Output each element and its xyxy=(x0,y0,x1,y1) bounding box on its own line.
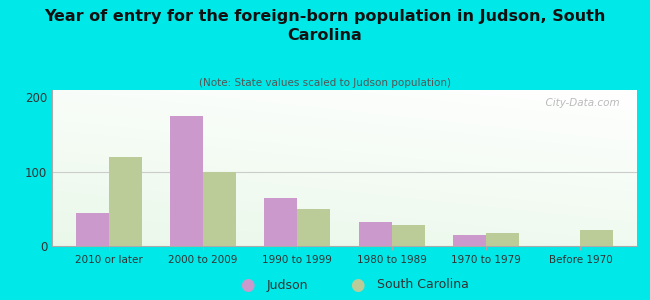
Text: ●: ● xyxy=(240,276,254,294)
Text: ●: ● xyxy=(350,276,365,294)
Bar xyxy=(392,225,424,246)
Bar xyxy=(203,172,236,246)
Bar xyxy=(359,222,392,246)
Bar xyxy=(109,157,142,246)
Bar xyxy=(580,230,614,246)
Bar xyxy=(170,116,203,246)
Text: Judson: Judson xyxy=(266,278,308,292)
Text: (Note: State values scaled to Judson population): (Note: State values scaled to Judson pop… xyxy=(199,78,451,88)
Text: City-Data.com: City-Data.com xyxy=(539,98,619,108)
Bar xyxy=(297,209,330,246)
Bar xyxy=(453,235,486,246)
Bar xyxy=(75,213,109,246)
Text: Year of entry for the foreign-born population in Judson, South
Carolina: Year of entry for the foreign-born popul… xyxy=(44,9,606,43)
Bar xyxy=(486,232,519,246)
Text: South Carolina: South Carolina xyxy=(377,278,469,292)
Bar xyxy=(265,198,297,246)
